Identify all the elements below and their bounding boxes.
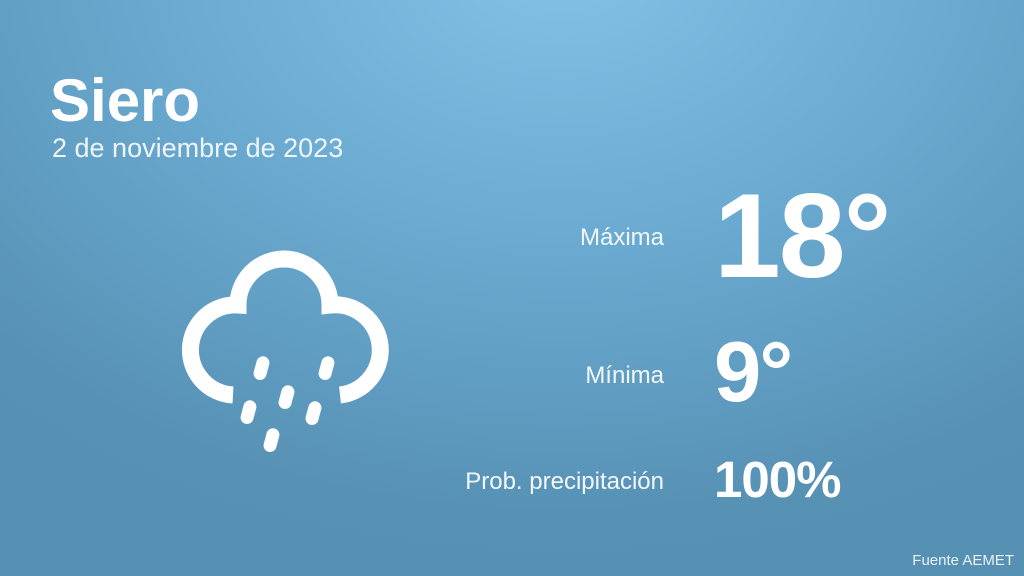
max-temp-value: 18° — [714, 169, 891, 303]
min-temp-value: 9° — [714, 325, 793, 420]
precipitation-value: 100% — [714, 451, 841, 508]
location-title: Siero — [50, 67, 201, 134]
source-credit: Fuente AEMET — [912, 552, 1014, 569]
max-temp-label: Máxima — [579, 224, 664, 251]
forecast-date: 2 de noviembre de 2023 — [52, 133, 344, 163]
precipitation-label: Prob. precipitación — [465, 468, 664, 495]
min-temp-label: Mínima — [585, 362, 664, 389]
